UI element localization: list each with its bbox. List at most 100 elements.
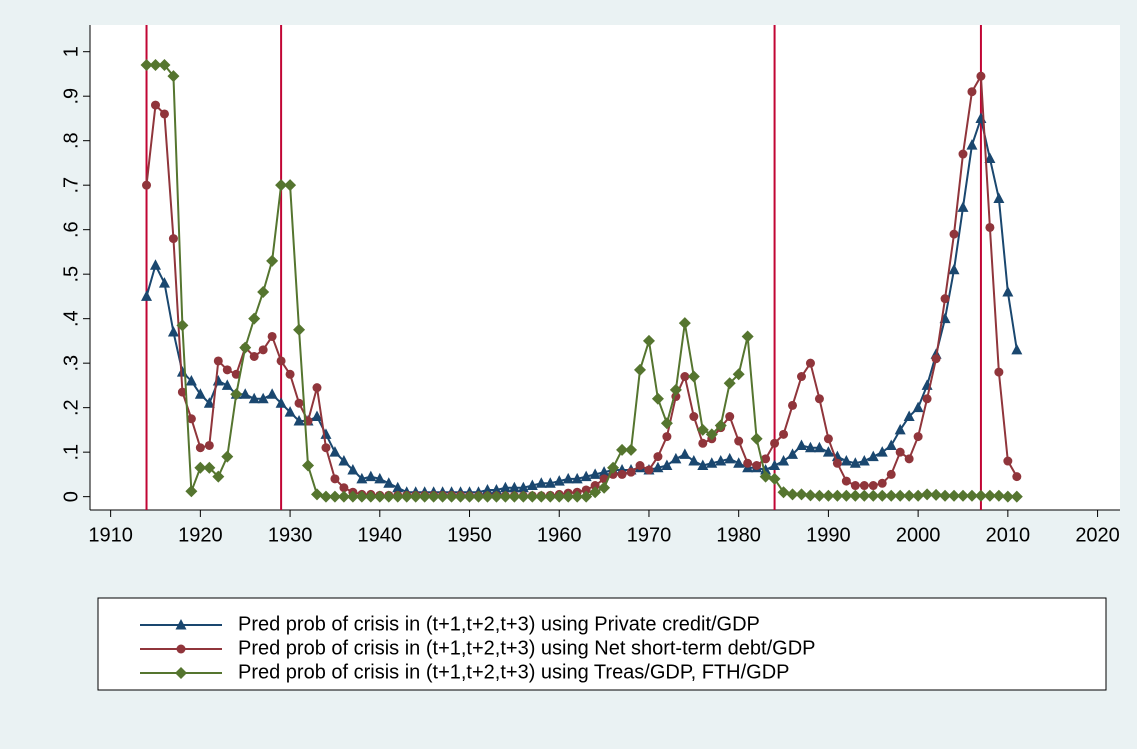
data-point — [149, 59, 162, 72]
data-point — [239, 388, 251, 399]
data-point — [644, 465, 654, 475]
data-point — [840, 455, 852, 466]
data-point — [248, 392, 260, 404]
data-point — [930, 488, 943, 501]
data-point — [571, 472, 583, 484]
data-point — [338, 455, 350, 466]
legend-label: Pred prob of crisis in (t+1,t+2,t+3) usi… — [238, 661, 790, 683]
y-tick-label: .2 — [60, 399, 82, 416]
data-point — [967, 87, 977, 97]
x-tick-label: 2010 — [986, 524, 1031, 546]
data-point — [858, 489, 871, 502]
data-point — [374, 472, 386, 484]
data-point — [142, 180, 152, 190]
data-point — [544, 490, 557, 503]
data-point — [294, 398, 304, 408]
data-point — [949, 229, 959, 239]
data-point — [499, 490, 512, 503]
data-point — [788, 400, 798, 410]
data-point — [266, 254, 279, 267]
data-point — [867, 489, 880, 502]
data-point — [347, 463, 359, 475]
data-point — [635, 461, 645, 471]
data-point — [598, 466, 610, 477]
data-point — [795, 439, 807, 450]
data-point — [993, 192, 1005, 204]
x-tick-label: 1920 — [178, 524, 223, 546]
data-point — [544, 477, 556, 488]
data-point — [723, 377, 736, 390]
data-point — [212, 470, 225, 483]
data-point — [877, 478, 887, 488]
data-point — [321, 443, 331, 453]
data-point — [886, 469, 896, 479]
data-point — [463, 490, 476, 503]
data-point — [770, 438, 780, 448]
data-point — [339, 483, 349, 493]
data-point — [302, 459, 315, 472]
data-point — [885, 439, 897, 450]
x-tick-label: 1910 — [88, 524, 133, 546]
data-point — [230, 388, 243, 401]
data-point — [804, 441, 816, 453]
data-point — [831, 489, 844, 502]
data-point — [589, 468, 601, 479]
data-point — [698, 438, 708, 448]
data-point — [958, 149, 968, 159]
data-point — [652, 461, 664, 473]
data-point — [158, 277, 170, 288]
data-point — [329, 446, 341, 457]
data-point — [589, 486, 602, 499]
data-point — [670, 452, 682, 464]
data-point — [894, 423, 906, 435]
data-point — [356, 472, 368, 484]
data-point — [759, 470, 772, 483]
data-point — [859, 481, 869, 491]
data-point — [203, 461, 216, 474]
data-point — [285, 369, 295, 379]
x-tick-label: 1990 — [806, 524, 851, 546]
data-point — [553, 490, 566, 503]
data-point — [409, 490, 422, 503]
y-tick-label: .8 — [60, 132, 82, 149]
x-tick-label: 1940 — [358, 524, 403, 546]
data-point — [328, 490, 341, 503]
data-point — [427, 490, 440, 503]
data-point — [957, 201, 969, 212]
data-point — [445, 490, 458, 503]
data-point — [750, 432, 763, 445]
plot-area — [90, 25, 1120, 510]
data-point — [743, 458, 753, 468]
data-point — [903, 489, 916, 502]
data-point — [733, 457, 745, 468]
data-point — [626, 467, 636, 477]
legend-marker — [175, 667, 187, 679]
data-point — [814, 394, 824, 404]
data-point — [167, 70, 180, 83]
data-point — [725, 412, 735, 422]
data-point — [804, 489, 817, 502]
data-point — [867, 450, 879, 462]
data-point — [849, 489, 862, 502]
data-point — [330, 474, 340, 484]
x-tick-label: 2020 — [1075, 524, 1120, 546]
y-tick-label: .7 — [60, 177, 82, 194]
data-point — [976, 71, 986, 81]
data-point — [895, 447, 905, 457]
data-point — [983, 489, 996, 502]
data-point — [562, 472, 574, 484]
data-point — [213, 356, 223, 366]
data-point — [364, 490, 377, 503]
data-point — [939, 489, 952, 502]
data-point — [490, 483, 502, 495]
data-point — [984, 152, 996, 163]
data-point — [885, 489, 898, 502]
data-point — [249, 351, 259, 361]
data-point — [805, 358, 815, 368]
data-point — [858, 455, 870, 466]
data-point — [966, 139, 978, 150]
data-point — [553, 475, 565, 486]
x-tick-label: 1950 — [447, 524, 492, 546]
data-point — [150, 100, 160, 110]
